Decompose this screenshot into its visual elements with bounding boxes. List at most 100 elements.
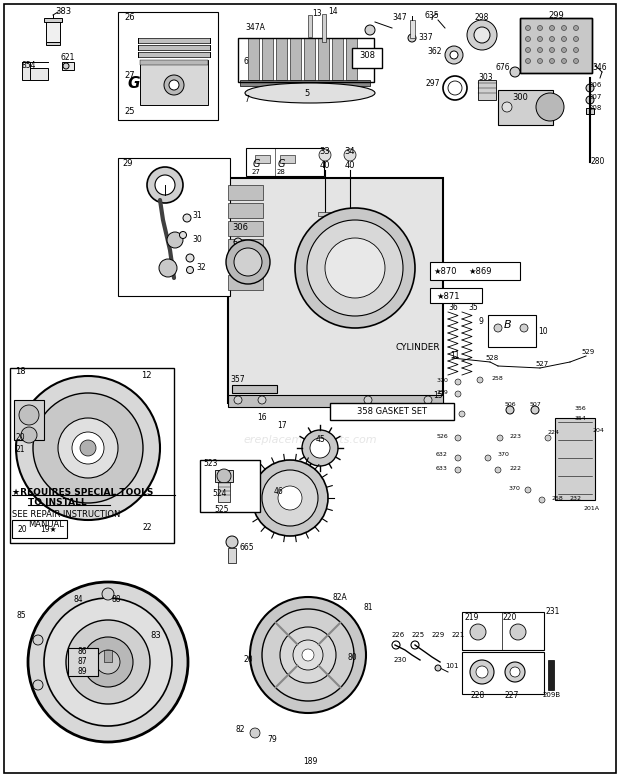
- Bar: [68, 648, 98, 676]
- Text: 40: 40: [345, 161, 355, 169]
- Text: 297: 297: [425, 78, 440, 88]
- Text: 227: 227: [505, 691, 519, 699]
- Circle shape: [494, 324, 502, 332]
- Circle shape: [183, 214, 191, 222]
- Circle shape: [525, 487, 531, 493]
- Circle shape: [164, 75, 184, 95]
- Circle shape: [562, 37, 567, 41]
- Text: 32: 32: [196, 263, 206, 273]
- Bar: [555, 418, 595, 500]
- Bar: [280, 155, 295, 163]
- Text: 28: 28: [277, 169, 285, 175]
- Text: 258: 258: [492, 375, 503, 381]
- Text: 299: 299: [548, 12, 564, 20]
- Text: 201A: 201A: [584, 506, 600, 510]
- Circle shape: [325, 238, 385, 298]
- Text: 357: 357: [231, 375, 246, 385]
- Text: 26: 26: [124, 12, 135, 22]
- Text: 219: 219: [465, 614, 479, 622]
- Text: 347A: 347A: [245, 23, 265, 33]
- Circle shape: [445, 46, 463, 64]
- Bar: [22, 62, 30, 80]
- Text: 370: 370: [436, 378, 448, 382]
- Text: 307: 307: [232, 241, 248, 249]
- Bar: [28, 68, 48, 80]
- Circle shape: [520, 324, 528, 332]
- Text: 5: 5: [304, 89, 309, 97]
- Circle shape: [477, 377, 483, 383]
- Circle shape: [186, 254, 194, 262]
- Text: 20: 20: [17, 524, 27, 534]
- Circle shape: [252, 460, 328, 536]
- Text: 222: 222: [510, 465, 522, 471]
- Text: 226: 226: [391, 632, 405, 638]
- Circle shape: [455, 379, 461, 385]
- Circle shape: [262, 470, 318, 526]
- Text: 525: 525: [215, 506, 229, 514]
- Circle shape: [344, 149, 356, 161]
- Circle shape: [217, 469, 231, 483]
- Bar: [352, 48, 382, 68]
- Text: 526: 526: [436, 434, 448, 438]
- Circle shape: [470, 660, 494, 684]
- Text: 86: 86: [78, 647, 87, 657]
- Text: 15: 15: [433, 391, 443, 399]
- Bar: [308, 15, 312, 37]
- Bar: [410, 20, 415, 38]
- Bar: [318, 212, 332, 216]
- Circle shape: [302, 430, 338, 466]
- Text: 258: 258: [552, 496, 564, 500]
- Text: 27: 27: [252, 169, 260, 175]
- Text: 232: 232: [569, 496, 581, 500]
- Circle shape: [66, 620, 150, 704]
- Circle shape: [574, 26, 578, 30]
- Circle shape: [307, 220, 403, 316]
- Circle shape: [21, 427, 37, 443]
- Text: 29: 29: [122, 159, 133, 168]
- Text: 353: 353: [438, 412, 450, 416]
- Text: 209B: 209B: [543, 692, 561, 698]
- Text: 370: 370: [508, 486, 520, 490]
- Bar: [228, 257, 263, 272]
- Circle shape: [510, 624, 526, 640]
- Text: 11: 11: [450, 350, 459, 360]
- Circle shape: [80, 440, 96, 456]
- Text: 80: 80: [347, 653, 357, 663]
- Text: 523: 523: [203, 458, 218, 468]
- Circle shape: [44, 598, 172, 726]
- Circle shape: [455, 455, 461, 461]
- Text: 224: 224: [548, 430, 560, 434]
- Bar: [262, 38, 273, 80]
- Text: 25: 25: [124, 107, 135, 117]
- Circle shape: [278, 486, 302, 510]
- Text: G: G: [278, 159, 285, 169]
- Text: 204: 204: [592, 427, 604, 433]
- Text: 621: 621: [61, 54, 75, 62]
- Bar: [138, 45, 210, 50]
- Circle shape: [526, 37, 531, 41]
- Text: 82A: 82A: [332, 594, 347, 602]
- Bar: [430, 262, 520, 280]
- Text: 21: 21: [15, 445, 25, 455]
- Text: 854: 854: [22, 61, 37, 69]
- Text: 527: 527: [536, 361, 549, 367]
- Text: ★REQUIRES SPECIAL TOOLS: ★REQUIRES SPECIAL TOOLS: [12, 488, 153, 497]
- Circle shape: [155, 175, 175, 195]
- Text: 101: 101: [445, 663, 459, 669]
- Circle shape: [58, 418, 118, 478]
- Text: 231: 231: [545, 608, 559, 616]
- Text: ★869: ★869: [468, 267, 492, 276]
- Text: 280: 280: [591, 158, 605, 166]
- Circle shape: [234, 248, 262, 276]
- Bar: [520, 18, 592, 73]
- Circle shape: [167, 232, 183, 248]
- Text: 34: 34: [345, 148, 355, 156]
- Text: 383: 383: [55, 8, 71, 16]
- Text: 635: 635: [425, 11, 440, 19]
- Text: 83: 83: [150, 630, 161, 639]
- Text: 13: 13: [312, 9, 322, 18]
- Bar: [118, 158, 230, 296]
- Bar: [14, 400, 44, 440]
- Bar: [255, 155, 270, 163]
- Text: 79: 79: [267, 736, 277, 744]
